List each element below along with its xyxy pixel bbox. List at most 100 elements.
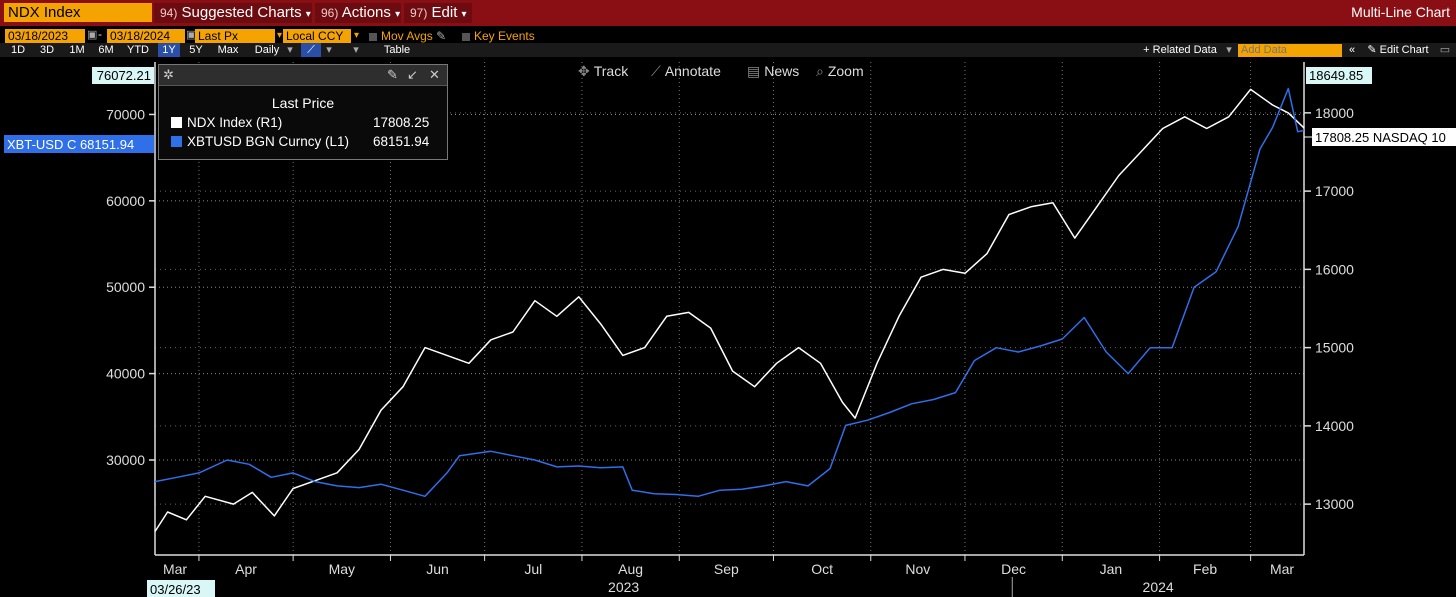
- x-axis-month-label: Mar: [163, 561, 187, 577]
- gear-icon[interactable]: ✲: [163, 67, 174, 82]
- pencil-icon[interactable]: ✎: [436, 29, 447, 43]
- checkbox-icon: [369, 32, 377, 41]
- period-6m[interactable]: 6M: [98, 44, 114, 56]
- mov-avgs-label: Mov Avgs: [381, 29, 433, 43]
- x-axis-month-label: Oct: [811, 561, 833, 577]
- actions-menu[interactable]: 96) Actions ▾: [315, 3, 401, 23]
- zoom-tool[interactable]: ⌕ Zoom: [816, 63, 864, 80]
- key-events-label: Key Events: [474, 29, 535, 43]
- annotate-label: Annotate: [664, 63, 721, 79]
- x-axis-year-label: 2023: [608, 579, 639, 595]
- currency-select[interactable]: Local CCY: [283, 29, 351, 43]
- x-axis-month-label: Nov: [905, 561, 930, 577]
- line-chart-icon[interactable]: ⟋: [301, 43, 321, 57]
- period-max[interactable]: Max: [217, 44, 239, 56]
- legend-name: XBTUSD BGN Curncy (L1): [187, 134, 350, 149]
- x-start-label-bg: [147, 580, 215, 597]
- window-icon[interactable]: ▭: [1439, 44, 1451, 56]
- x-axis-month-label: Feb: [1193, 561, 1217, 577]
- left-axis-tick-label: 30000: [106, 452, 145, 468]
- news-icon: ▤: [747, 63, 761, 79]
- double-chevron-left-icon[interactable]: «: [1348, 44, 1356, 56]
- suggested-charts-menu[interactable]: 94) Suggested Charts ▾: [154, 3, 312, 23]
- period-1d[interactable]: 1D: [10, 44, 26, 56]
- crosshair-icon: ✥: [578, 63, 590, 79]
- chevron-down-icon[interactable]: ▾: [1226, 44, 1232, 56]
- left-axis-tick-label: 40000: [106, 366, 145, 382]
- track-label: Track: [593, 63, 629, 79]
- left-axis-tick-label: 50000: [106, 279, 145, 295]
- legend-header: ✲ ✎ ↙ ✕: [159, 65, 447, 86]
- chevron-down-icon[interactable]: ▾: [353, 44, 359, 56]
- magnifier-icon: ⌕: [816, 63, 824, 79]
- actions-label: Actions: [341, 4, 391, 21]
- chevron-down-icon: ▾: [305, 9, 311, 20]
- period-1y[interactable]: 1Y: [158, 43, 180, 57]
- x-axis-month-label: Sep: [714, 561, 739, 577]
- x-axis-month-label: Mar: [1270, 561, 1294, 577]
- table-button[interactable]: Table: [383, 44, 411, 56]
- left-axis-tick-label: 70000: [106, 106, 145, 122]
- period-5y[interactable]: 5Y: [189, 44, 203, 56]
- legend-row-xbt: XBTUSD BGN Curncy (L1): [171, 134, 349, 149]
- end-date-field[interactable]: 03/18/2024: [107, 29, 185, 43]
- chevron-down-icon[interactable]: ▾: [354, 30, 360, 41]
- mov-avgs-toggle[interactable]: Mov Avgs ✎: [369, 29, 446, 43]
- right-axis-tick-label: 18000: [1315, 105, 1354, 121]
- edit-menu[interactable]: 97) Edit ▾: [404, 3, 472, 23]
- legend-box[interactable]: ✲ ✎ ↙ ✕ Last Price NDX Index (R1) 17808.…: [158, 64, 448, 160]
- x-axis-month-label: Aug: [618, 561, 643, 577]
- edit-chart-button[interactable]: ✎ Edit Chart: [1362, 43, 1434, 57]
- chevron-down-icon: ▾: [395, 9, 401, 20]
- legend-swatch: [171, 117, 182, 128]
- calendar-icon[interactable]: ▣: [87, 29, 98, 41]
- start-date-field[interactable]: 03/18/2023: [5, 29, 85, 43]
- left-axis-top-label-bg: [92, 67, 154, 84]
- ticker-field[interactable]: NDX Index: [4, 3, 152, 22]
- period-3d[interactable]: 3D: [39, 44, 55, 56]
- right-axis-tick-label: 13000: [1315, 496, 1354, 512]
- legend-value: 17808.25: [373, 115, 430, 130]
- legend-row-ndx: NDX Index (R1): [171, 115, 282, 130]
- date-range-dash: -: [98, 27, 102, 41]
- annotate-tool[interactable]: ⟋ Annotate: [651, 63, 721, 80]
- chevron-down-icon[interactable]: ▾: [326, 44, 332, 56]
- chevron-down-icon[interactable]: ▾: [287, 44, 293, 56]
- x-axis-month-label: Dec: [1001, 561, 1026, 577]
- legend-title: Last Price: [271, 95, 335, 111]
- right-axis-last-label-bg: [1312, 128, 1456, 146]
- zoom-label: Zoom: [827, 63, 864, 79]
- news-label: News: [764, 63, 800, 79]
- related-data-button[interactable]: + Related Data: [1143, 44, 1217, 56]
- right-axis-top-label: 18649.85: [1309, 68, 1363, 83]
- track-tool[interactable]: ✥ Track: [578, 63, 628, 80]
- period-1m[interactable]: 1M: [69, 44, 85, 56]
- legend-swatch: [171, 136, 182, 147]
- actions-number: 96): [321, 6, 339, 20]
- suggested-charts-number: 94): [160, 6, 178, 20]
- left-axis-last-label-bg: [4, 135, 154, 153]
- x-start-label: 03/26/23: [150, 582, 201, 597]
- collapse-icon[interactable]: ↙: [407, 67, 418, 82]
- x-axis-month-label: Jul: [524, 561, 542, 577]
- edit-label: Edit: [431, 4, 458, 21]
- series-line-ndx: [154, 88, 1305, 532]
- left-axis-last-label: XBT-USD C 68151.94: [7, 137, 134, 152]
- checkbox-icon: [462, 32, 470, 41]
- price-field-select[interactable]: Last Px: [195, 29, 275, 43]
- series-line-xbtusd: [154, 87, 1305, 498]
- add-data-input[interactable]: [1238, 44, 1342, 57]
- news-tool[interactable]: ▤ News: [747, 63, 799, 80]
- chart-area: 30000 40000 50000 60000 70000 13000 14000 15000…: [4, 62, 1456, 597]
- frequency-select[interactable]: Daily: [254, 44, 280, 56]
- period-ytd[interactable]: YTD: [127, 44, 149, 56]
- x-axis-month-label: May: [329, 561, 355, 577]
- period-toolbar: [0, 43, 1456, 57]
- x-axis-month-label: Jan: [1100, 561, 1123, 577]
- chevron-down-icon[interactable]: ▾: [277, 30, 283, 41]
- calendar-icon[interactable]: ▣: [186, 29, 197, 41]
- key-events-toggle[interactable]: Key Events: [462, 29, 535, 43]
- chevron-down-icon: ▾: [461, 9, 467, 20]
- close-icon[interactable]: ✕: [429, 67, 440, 82]
- pin-icon[interactable]: ✎: [387, 67, 398, 82]
